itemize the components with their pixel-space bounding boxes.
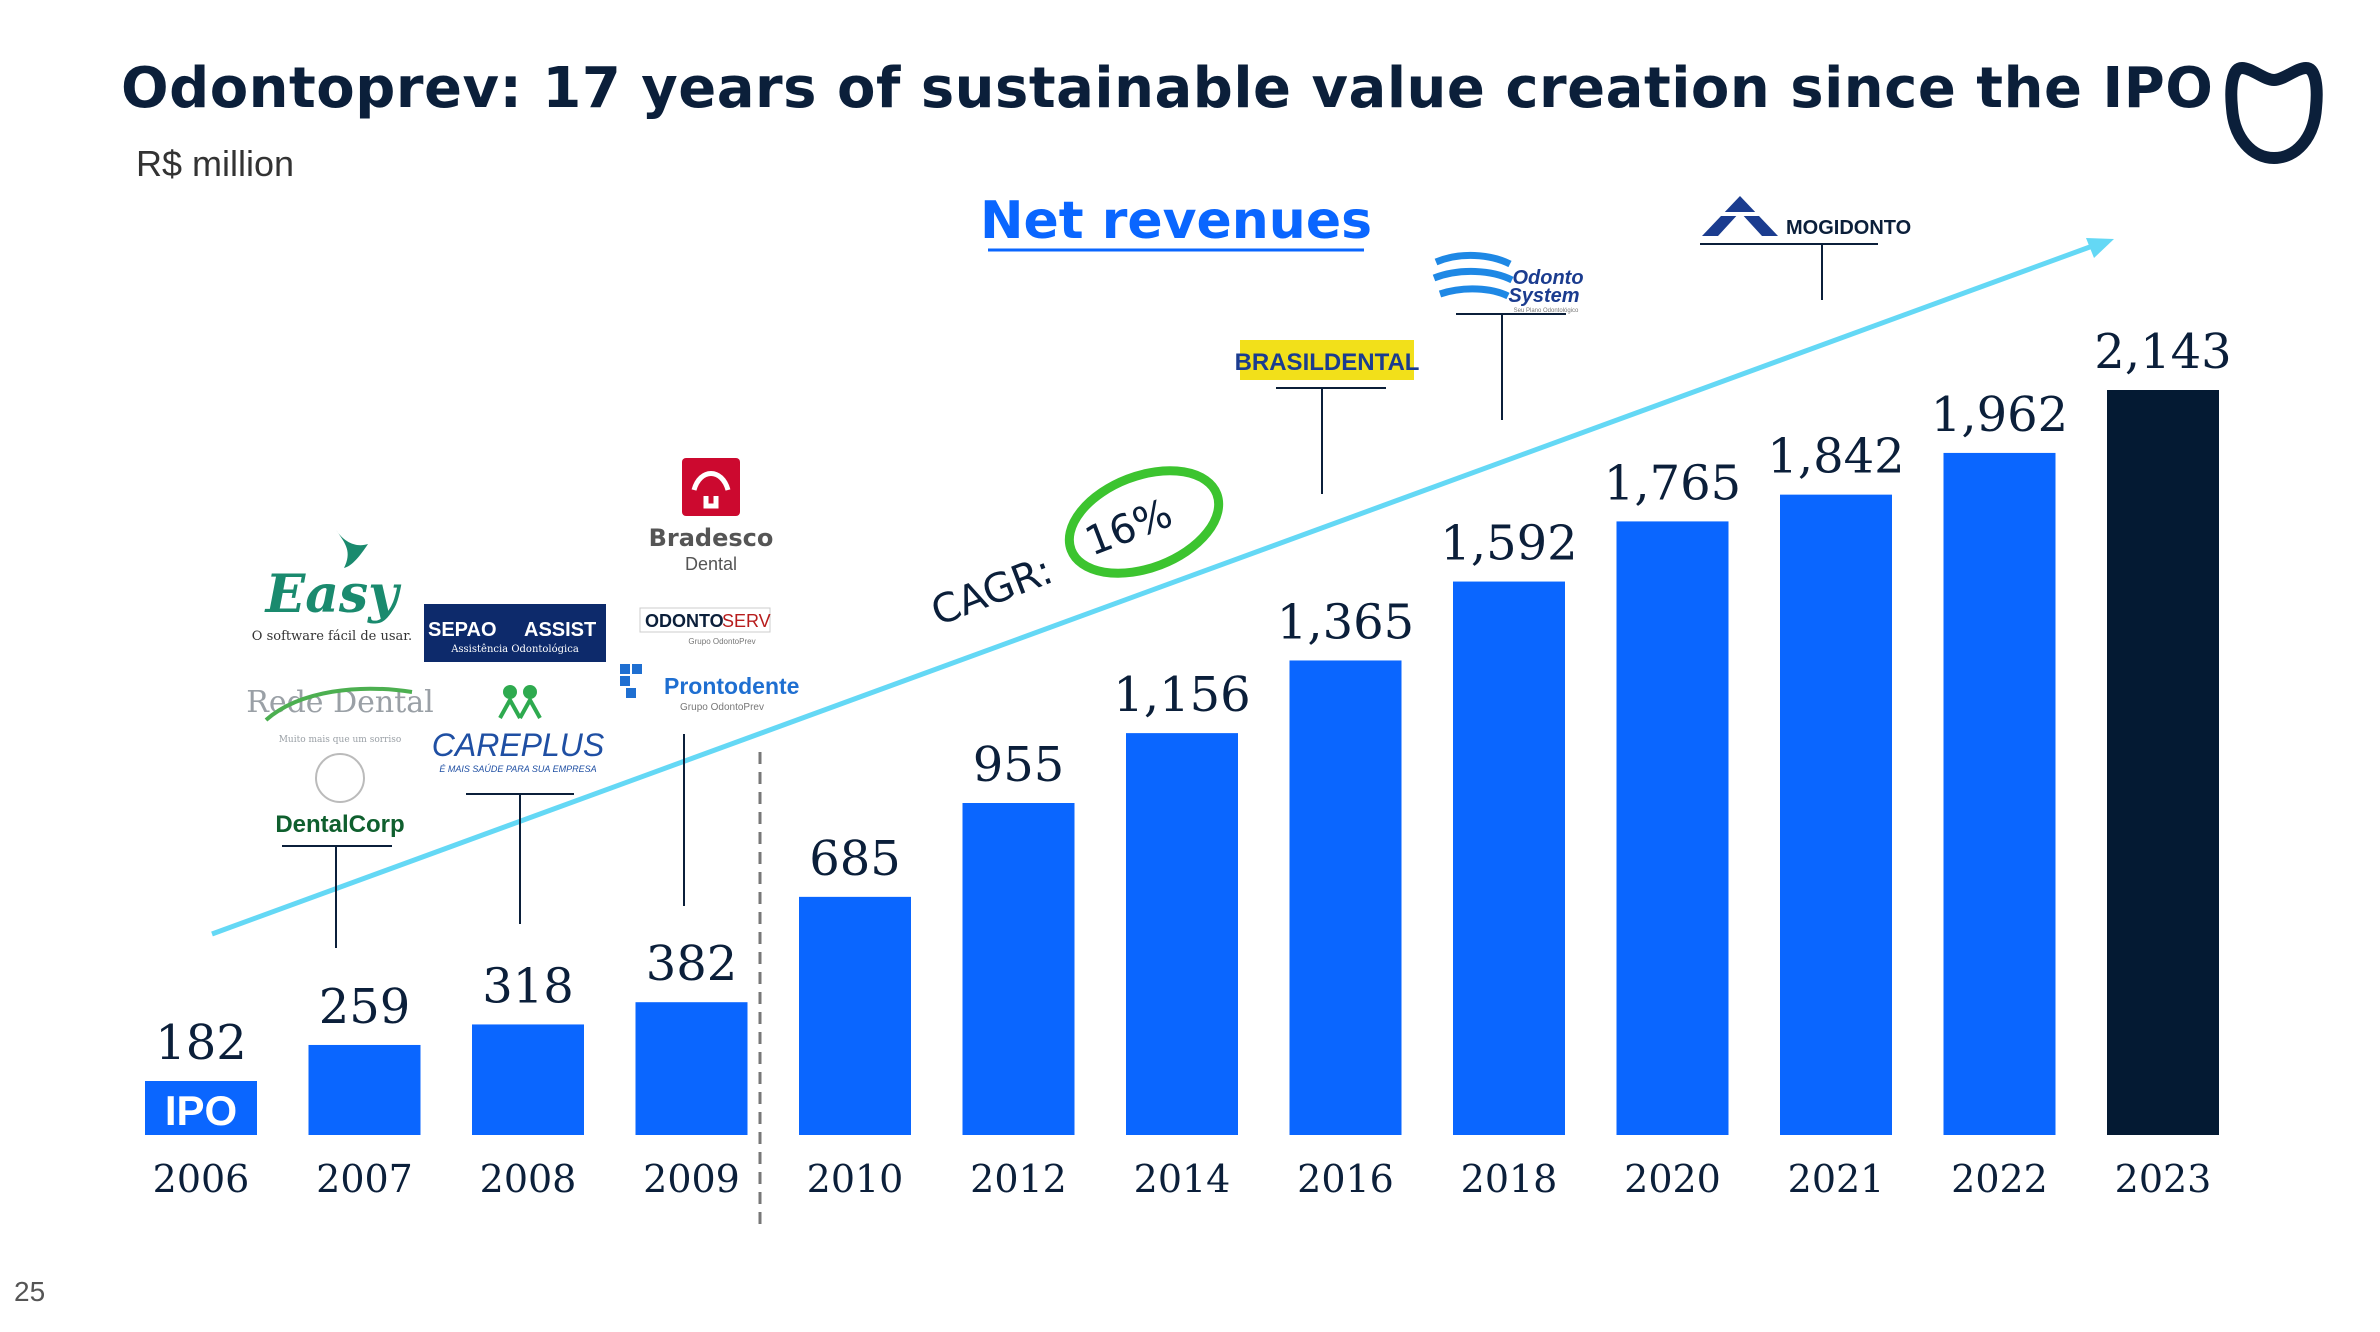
logo-sepao: SEPAO xyxy=(428,619,497,641)
bar-2008 xyxy=(472,1024,584,1135)
acquisition-callouts: Easy O software fácil de usar. Rede Dent… xyxy=(246,196,1911,948)
bar-2023 xyxy=(2107,390,2219,1135)
value-labels-layer: 182 259 318 382 685 955 1,156 1,365 1,592 1,765 1,… xyxy=(155,324,2232,1071)
logo-assist: ASSIST xyxy=(524,619,596,641)
value-label-2006: 182 xyxy=(155,1015,247,1071)
acquisition-2007: Easy O software fácil de usar. Rede Dent… xyxy=(246,530,434,948)
x-tick-2021: 2021 xyxy=(1788,1157,1885,1201)
value-label-2009: 382 xyxy=(646,936,738,992)
acquisition-2018: Odonto System Seu Plano Odontológico xyxy=(1432,251,1584,420)
logo-prontodente-tagline: Grupo OdontoPrev xyxy=(680,702,764,713)
acquisition-2016: BRASILDENTAL xyxy=(1235,340,1420,494)
x-tick-2008: 2008 xyxy=(480,1157,577,1201)
x-tick-2007: 2007 xyxy=(316,1157,413,1201)
value-label-2018: 1,592 xyxy=(1440,516,1577,572)
x-tick-2009: 2009 xyxy=(643,1157,740,1201)
people-icon xyxy=(498,685,542,719)
bar-2022 xyxy=(1943,452,2056,1135)
cagr-highlight-ring xyxy=(1064,466,1224,578)
value-label-2016: 1,365 xyxy=(1277,594,1414,650)
logo-bradesco-dental: Dental xyxy=(685,554,737,574)
prontodente-icon xyxy=(620,664,642,698)
value-label-2023: 2,143 xyxy=(2094,324,2231,380)
value-label-2021: 1,842 xyxy=(1767,429,1904,485)
logo-sepao-tagline: Assistência Odontológica xyxy=(450,644,579,655)
logo-prontodente: Prontodente xyxy=(664,673,799,699)
logo-easy-tagline: O software fácil de usar. xyxy=(252,629,412,644)
logo-sepao-box xyxy=(424,604,606,662)
swoosh-icon xyxy=(264,686,413,722)
logo-easy: Easy xyxy=(264,564,403,625)
value-label-2022: 1,962 xyxy=(1931,387,2068,443)
bird-icon xyxy=(336,530,368,568)
odonto-system-icon xyxy=(1432,251,1514,300)
page-title: Odontoprev: 17 years of sustainable valu… xyxy=(121,56,2214,121)
logo-mogidonto: MOGIDONTO xyxy=(1786,217,1911,239)
tooth-icon xyxy=(2225,62,2323,164)
page-number: 25 xyxy=(14,1276,46,1307)
acquisition-2021: MOGIDONTO xyxy=(1700,196,1911,300)
bradesco-logo-icon xyxy=(682,458,740,516)
logo-brasildental: BRASILDENTAL xyxy=(1235,349,1420,376)
logo-odontoserv-tagline: Grupo OdontoPrev xyxy=(688,637,755,646)
acquisition-2009: Bradesco Dental ODONTO SERV Grupo Odonto… xyxy=(620,458,799,906)
logo-system: System xyxy=(1508,285,1579,307)
logo-odonto-system-tagline: Seu Plano Odontológico xyxy=(1514,308,1579,314)
logo-careplus: CAREPLUS xyxy=(432,727,605,763)
logo-odonto: Odonto xyxy=(1512,267,1583,289)
logo-odonto: ODONTO xyxy=(645,611,724,631)
x-tick-2012: 2012 xyxy=(970,1157,1067,1201)
trend-arrow xyxy=(211,238,2114,937)
value-label-2012: 955 xyxy=(973,737,1065,793)
bar-2009 xyxy=(635,1002,748,1135)
logo-odontoserv-box xyxy=(639,607,771,633)
chart-title: Net revenues xyxy=(980,191,1372,251)
logo-dentalcorp: DentalCorp xyxy=(275,811,404,838)
logo-rede-dental-tagline: Muito mais que um sorriso xyxy=(279,735,402,745)
value-label-2014: 1,156 xyxy=(1113,667,1250,723)
x-tick-2006: 2006 xyxy=(153,1157,250,1201)
logo-serv: SERV xyxy=(722,611,771,631)
ipo-label: IPO xyxy=(165,1087,237,1134)
unit-label: R$ million xyxy=(136,143,295,184)
bars-layer: IPO xyxy=(145,390,2219,1135)
logo-careplus-tagline: É MAIS SAÚDE PARA SUA EMPRESA xyxy=(439,764,596,774)
x-tick-2022: 2022 xyxy=(1951,1157,2048,1201)
value-label-2020: 1,765 xyxy=(1604,455,1741,511)
x-tick-2014: 2014 xyxy=(1134,1157,1231,1201)
bar-2012 xyxy=(962,803,1075,1135)
value-label-2008: 318 xyxy=(482,958,574,1014)
bar-2014 xyxy=(1126,733,1238,1135)
x-axis-labels: 2006 2007 2008 2009 2010 2012 2014 2016 2018 2020… xyxy=(153,1157,2212,1201)
bar-2021 xyxy=(1780,494,1892,1135)
logo-brasildental-box xyxy=(1240,340,1414,380)
logo-bradesco: Bradesco xyxy=(649,524,774,552)
bar-2006 xyxy=(145,1081,257,1135)
x-tick-2016: 2016 xyxy=(1297,1157,1394,1201)
cagr-label: CAGR: xyxy=(925,547,1059,635)
x-tick-2020: 2020 xyxy=(1624,1157,1721,1201)
value-label-2010: 685 xyxy=(809,831,901,887)
mogidonto-icon xyxy=(1702,196,1778,236)
bar-2010 xyxy=(799,896,911,1135)
bar-2016 xyxy=(1289,660,1402,1135)
bar-2007 xyxy=(308,1044,421,1135)
x-tick-2023: 2023 xyxy=(2115,1157,2212,1201)
x-tick-2018: 2018 xyxy=(1461,1157,1558,1201)
acquisition-2008: SEPAO ASSIST Assistência Odontológica CA… xyxy=(424,604,606,924)
bar-2020 xyxy=(1616,521,1729,1135)
x-tick-2010: 2010 xyxy=(807,1157,904,1201)
cagr-annotation: CAGR: 16% xyxy=(925,466,1224,635)
bar-2018 xyxy=(1453,581,1565,1135)
bradesco-mark xyxy=(691,471,731,509)
value-label-2007: 259 xyxy=(319,979,411,1035)
globe-icon xyxy=(315,753,365,803)
